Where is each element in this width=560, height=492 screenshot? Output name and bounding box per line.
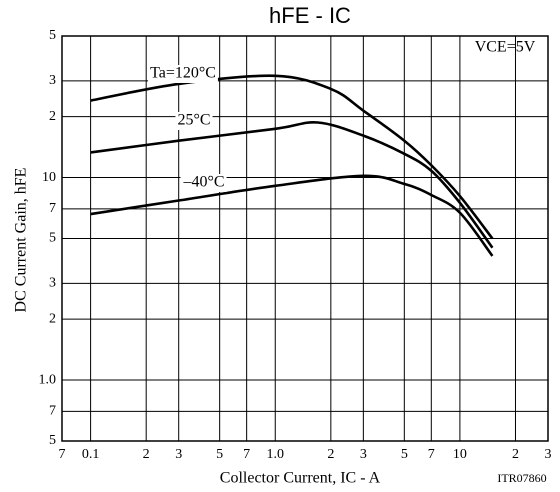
x-tick-label: 7: [243, 447, 250, 462]
y-tick-label: 3: [49, 276, 56, 291]
x-tick-label: 3: [360, 447, 367, 462]
figure-code: ITR07860: [497, 471, 546, 485]
series-label: 25°C: [177, 112, 210, 129]
x-tick-label: 5: [401, 447, 408, 462]
x-tick-label: 2: [327, 447, 334, 462]
x-tick-label: 2: [143, 447, 150, 462]
curve: [90, 174, 494, 257]
y-tick-label: 1.0: [39, 372, 57, 387]
y-tick-label: 3: [49, 73, 56, 88]
y-tick-label: 5: [49, 28, 56, 43]
y-tick-label: 7: [49, 404, 56, 419]
x-tick-label: 2: [512, 447, 519, 462]
y-tick-label: 10: [42, 170, 56, 185]
x-tick-label: 1.0: [267, 447, 285, 462]
y-tick-label: 5: [49, 433, 56, 448]
series-label: –40°C: [182, 174, 224, 191]
y-tick-label: 5: [49, 231, 56, 246]
chart-title: hFE - IC: [269, 3, 351, 28]
x-axis-label: Collector Current, IC - A: [220, 470, 381, 487]
x-tick-label: 7: [428, 447, 435, 462]
x-tick-label: 3: [545, 447, 552, 462]
label-bg: [148, 65, 218, 83]
curve: [90, 121, 494, 249]
y-tick-label: 2: [49, 109, 56, 124]
series-label: Ta=120°C: [150, 65, 216, 82]
x-tick-label: 3: [175, 447, 182, 462]
y-tick-label: 2: [49, 311, 56, 326]
label-bg: [175, 112, 213, 130]
curve: [90, 74, 494, 240]
condition: VCE=5V: [475, 39, 536, 56]
y-tick-label: 7: [49, 201, 56, 216]
x-tick-label: 0.1: [82, 447, 100, 462]
plot-frame: [61, 35, 549, 442]
x-tick-label: 10: [453, 447, 467, 462]
y-axis-label: DC Current Gain, hFE: [13, 168, 30, 313]
label-bg: [180, 174, 227, 192]
x-tick-label: 5: [216, 447, 223, 462]
x-tick-label: 7: [59, 447, 66, 462]
